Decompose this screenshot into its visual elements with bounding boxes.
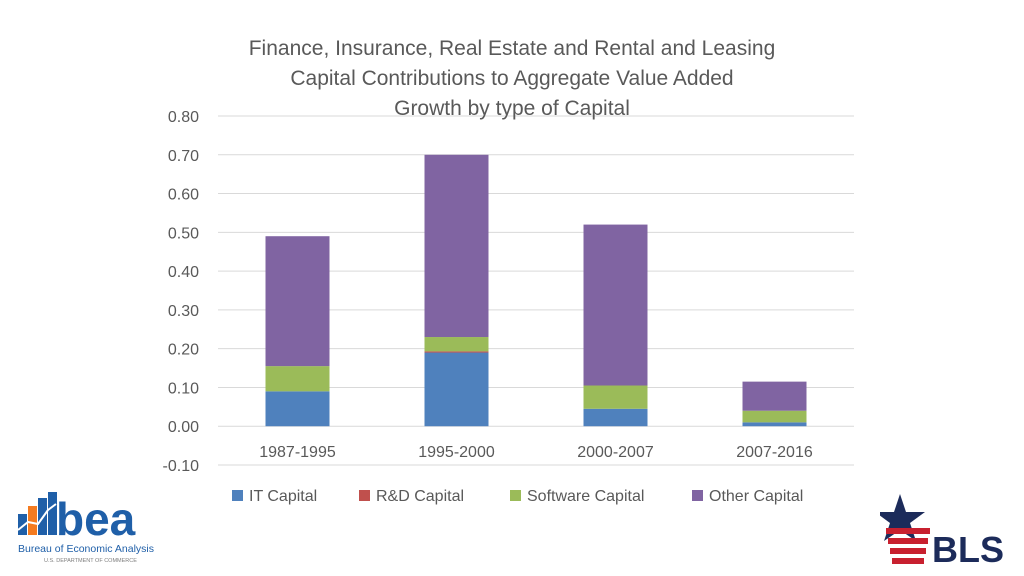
bar-segment: [424, 154, 489, 338]
bar-segment: [265, 366, 330, 392]
x-tick-label: 2007-2016: [736, 444, 813, 461]
y-tick-label: 0.00: [168, 419, 199, 436]
y-tick-label: 0.60: [168, 187, 199, 204]
bar-segment: [583, 385, 648, 409]
bar-segment: [265, 236, 330, 367]
bar-segment: [742, 381, 807, 411]
legend-swatch: [510, 490, 521, 501]
x-tick-label: 1987-1995: [259, 444, 336, 461]
y-tick-label: 0.10: [168, 380, 199, 397]
legend-label: Other Capital: [709, 488, 803, 505]
chart-title-line-3: Growth by type of Capital: [394, 97, 630, 120]
legend-label: R&D Capital: [376, 488, 464, 505]
bea-logo-subtitle: Bureau of Economic Analysis: [18, 543, 154, 555]
x-tick-label: 2000-2007: [577, 444, 654, 461]
bls-logo: BLS: [880, 494, 1004, 567]
y-tick-label: 0.50: [168, 225, 199, 242]
bar-segment: [265, 391, 330, 427]
bar-segment: [583, 408, 648, 427]
legend-swatch: [359, 490, 370, 501]
x-tick-label: 1995-2000: [418, 444, 495, 461]
bls-logo-text: BLS: [932, 529, 1004, 567]
legend-swatch: [692, 490, 703, 501]
bea-logo: bea Bureau of Economic Analysis U.S. DEP…: [17, 492, 154, 564]
legend-label: IT Capital: [249, 488, 317, 505]
y-tick-label: -0.10: [163, 458, 200, 475]
bar-segment: [742, 422, 807, 427]
bar-segment: [742, 410, 807, 423]
bar-segment: [583, 224, 648, 386]
legend-swatch: [232, 490, 243, 501]
y-tick-label: 0.20: [168, 342, 199, 359]
bar-segment: [424, 351, 489, 353]
bar-segment: [424, 337, 489, 352]
bea-logo-text: bea: [56, 493, 136, 545]
bar-segment: [424, 352, 489, 427]
chart-title-line-1: Finance, Insurance, Real Estate and Rent…: [248, 37, 776, 60]
legend-label: Software Capital: [527, 488, 644, 505]
y-tick-label: 0.30: [168, 303, 199, 320]
chart-title-line-2: Capital Contributions to Aggregate Value…: [290, 67, 734, 90]
y-tick-label: 0.80: [168, 109, 199, 126]
bea-logo-dept: U.S. DEPARTMENT OF COMMERCE: [44, 558, 137, 564]
y-tick-label: 0.40: [168, 264, 199, 281]
y-tick-label: 0.70: [168, 148, 199, 165]
